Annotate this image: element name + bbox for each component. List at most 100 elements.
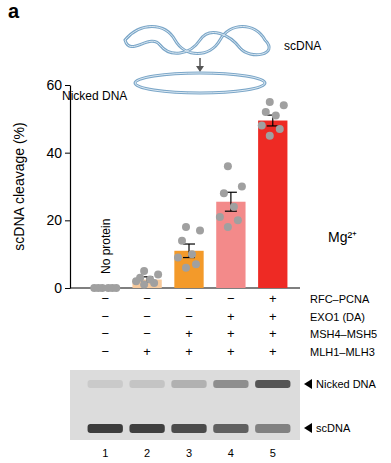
condition-name: MLH1–MLH3 — [310, 346, 375, 358]
gel-band-sc — [255, 424, 290, 433]
gel-band-nicked — [255, 380, 290, 388]
gel-arrow — [304, 379, 312, 389]
plot-area — [90, 98, 288, 292]
condition-name: RFC–PCNA — [310, 293, 370, 305]
annotation: Mg²⁺ — [328, 229, 357, 245]
data-point — [182, 264, 190, 272]
data-point — [224, 162, 232, 170]
data-point — [174, 254, 182, 262]
y-tick-mark — [65, 288, 70, 289]
x-tick-label: 5 — [270, 447, 276, 459]
gel-band-sc — [171, 424, 206, 433]
data-point — [112, 284, 120, 292]
y-tick-label: 60 — [46, 77, 62, 93]
x-tick: 4 — [228, 447, 234, 459]
gel-band-nicked — [213, 380, 248, 388]
condition-sign: − — [227, 291, 235, 306]
condition-sign: + — [185, 344, 193, 359]
condition-sign: + — [185, 326, 193, 341]
x-tick: 2 — [144, 447, 150, 459]
data-point — [216, 213, 224, 221]
gel-band-nicked — [88, 380, 123, 388]
gel-label: scDNA — [316, 422, 351, 434]
data-point — [220, 189, 228, 197]
data-point — [188, 250, 196, 258]
data-point — [272, 111, 280, 119]
data-point — [234, 216, 242, 224]
data-point — [136, 274, 144, 282]
condition-sign: − — [185, 309, 193, 324]
data-point — [276, 125, 284, 133]
bar — [216, 202, 245, 288]
y-tick: 0 — [54, 280, 70, 296]
bar — [174, 251, 203, 288]
y-axis: 0 20 40 60 — [46, 77, 70, 296]
y-tick-label: 40 — [46, 145, 62, 161]
y-tick: 20 — [46, 212, 70, 228]
supercoiled-dna — [125, 27, 269, 55]
y-tick-mark — [65, 153, 70, 154]
gel-label: Nicked DNA — [316, 378, 377, 390]
schematic — [125, 27, 269, 94]
y-tick-mark — [65, 85, 70, 86]
condition-sign: − — [143, 291, 151, 306]
gel-band-nicked — [171, 380, 206, 388]
data-point — [238, 183, 246, 191]
gel-band-nicked — [129, 380, 164, 388]
data-point — [146, 276, 154, 284]
x-tick-label: 4 — [228, 447, 234, 459]
gel-band-sc — [129, 424, 164, 433]
data-point — [266, 132, 274, 140]
x-tick: 1 — [102, 447, 108, 459]
data-point — [140, 267, 148, 275]
supercoiled-dna-inner — [125, 27, 269, 55]
data-point — [196, 226, 204, 234]
x-tick-label: 2 — [144, 447, 150, 459]
data-point — [154, 270, 162, 278]
data-point — [258, 122, 266, 130]
data-point — [192, 260, 200, 268]
x-tick-label: 1 — [102, 447, 108, 459]
arrow-head — [196, 66, 204, 72]
condition-sign: − — [185, 291, 193, 306]
y-tick: 60 — [46, 77, 70, 93]
nicked-dna — [135, 73, 265, 93]
gel-arrow — [304, 423, 312, 433]
condition-name: MSH4–MSH5 — [310, 328, 377, 340]
data-point — [280, 101, 288, 109]
condition-sign: + — [269, 309, 277, 324]
schematic-label: scDNA — [284, 39, 321, 53]
condition-sign: + — [269, 291, 277, 306]
y-axis-title: scDNA cleavage (%) — [11, 122, 27, 250]
error-bar-cap — [183, 243, 195, 244]
annotation: No protein — [99, 219, 113, 274]
x-tick: 3 — [186, 447, 192, 459]
condition-sign: − — [143, 326, 151, 341]
condition-sign: − — [101, 326, 109, 341]
bar — [258, 121, 287, 288]
x-tick-label: 3 — [186, 447, 192, 459]
data-point — [182, 223, 190, 231]
schematic-label: Nicked DNA — [62, 89, 127, 103]
y-tick: 40 — [46, 145, 70, 161]
data-point — [230, 203, 238, 211]
gel — [70, 370, 300, 440]
x-axis: 1 2 3 4 5 — [102, 447, 276, 459]
data-point — [262, 108, 270, 116]
data-point — [178, 237, 186, 245]
y-axis-line — [70, 86, 71, 289]
condition-sign: − — [101, 344, 109, 359]
condition-name: EXO1 (DA) — [310, 311, 365, 323]
panel-label: a — [8, 0, 20, 22]
condition-sign: + — [227, 309, 235, 324]
error-bar — [183, 244, 195, 258]
condition-sign: + — [227, 326, 235, 341]
condition-sign: + — [227, 344, 235, 359]
gel-band-sc — [213, 424, 248, 433]
condition-sign: + — [269, 344, 277, 359]
condition-sign: − — [143, 309, 151, 324]
condition-sign: − — [101, 309, 109, 324]
x-tick: 5 — [270, 447, 276, 459]
data-point — [224, 223, 232, 231]
nicked-dna-inner — [135, 73, 265, 93]
